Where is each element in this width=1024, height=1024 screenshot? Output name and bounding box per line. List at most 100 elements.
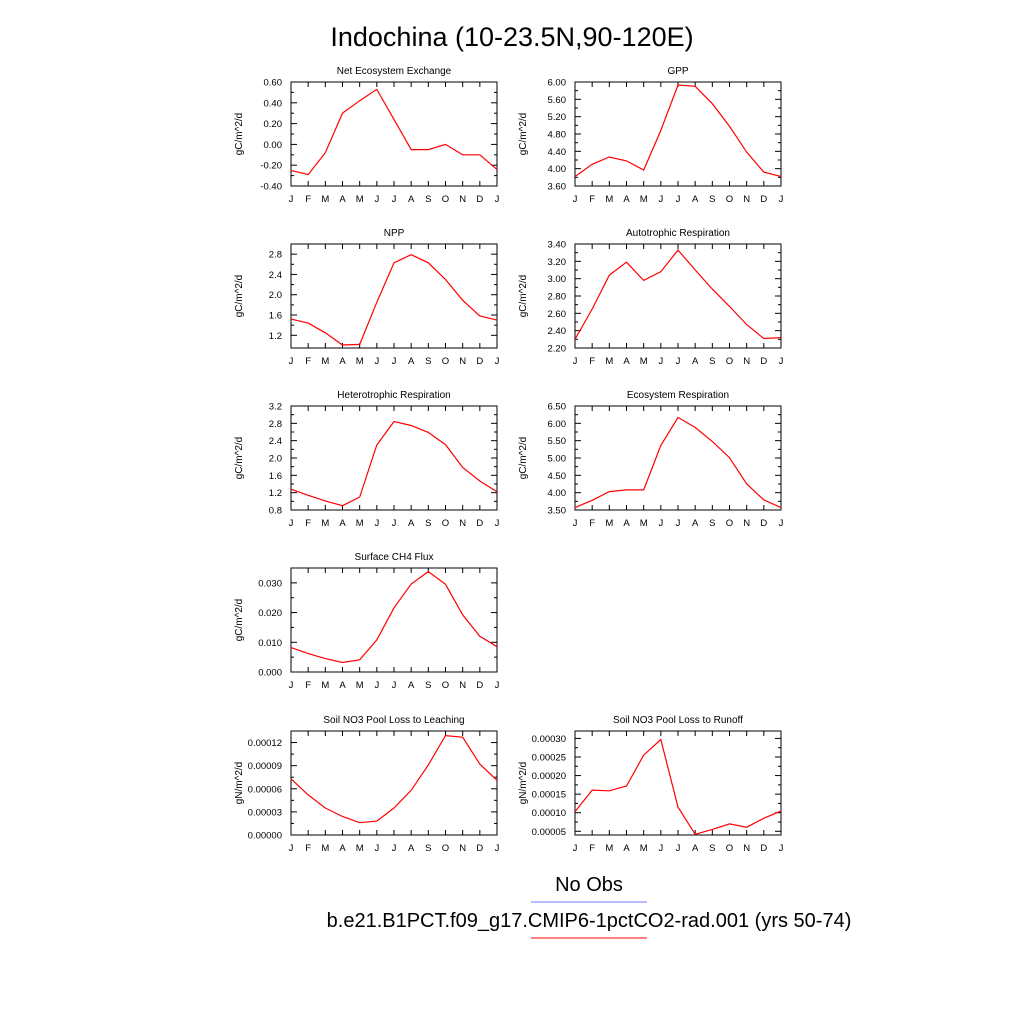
x-tick-label: O: [442, 518, 449, 529]
x-tick-label: J: [779, 194, 784, 205]
x-tick-label: J: [289, 680, 294, 691]
legend: No Obs b.e21.B1PCT.f09_g17.CMIP6-1pctCO2…: [327, 874, 852, 939]
x-tick-label: D: [476, 356, 483, 367]
x-tick-label: O: [442, 843, 449, 854]
y-tick-label: 3.40: [548, 240, 567, 251]
x-tick-label: O: [442, 356, 449, 367]
x-tick-label: J: [289, 194, 294, 205]
x-tick-label: M: [356, 194, 364, 205]
x-tick-label: A: [339, 518, 346, 529]
x-tick-label: N: [743, 518, 750, 529]
panel-title: GPP: [667, 66, 688, 77]
legend-model-label: b.e21.B1PCT.f09_g17.CMIP6-1pctCO2-rad.00…: [327, 910, 852, 932]
y-tick-label: 6.00: [548, 78, 567, 89]
x-tick-label: M: [356, 356, 364, 367]
x-tick-label: A: [692, 518, 699, 529]
x-tick-label: O: [726, 843, 733, 854]
panel-title: Net Ecosystem Exchange: [337, 66, 452, 77]
y-axis-label: gC/m^2/d: [518, 275, 529, 318]
x-tick-label: J: [573, 518, 578, 529]
y-tick-label: 3.2: [269, 402, 282, 413]
x-tick-label: J: [374, 680, 379, 691]
panel-title: Surface CH4 Flux: [355, 552, 434, 563]
x-tick-label: D: [760, 843, 767, 854]
y-axis-label: gN/m^2/d: [518, 762, 529, 805]
y-tick-label: 0.030: [258, 578, 282, 589]
x-tick-label: F: [589, 843, 595, 854]
x-tick-label: F: [305, 518, 311, 529]
y-tick-label: 0.00000: [248, 831, 282, 842]
x-tick-label: J: [779, 518, 784, 529]
x-tick-label: A: [339, 843, 346, 854]
x-tick-label: O: [442, 194, 449, 205]
x-tick-label: A: [408, 194, 415, 205]
legend-obs-label: No Obs: [555, 874, 623, 896]
x-tick-label: M: [605, 194, 613, 205]
y-axis-label: gC/m^2/d: [234, 437, 245, 480]
x-tick-label: A: [339, 680, 346, 691]
x-tick-label: J: [779, 356, 784, 367]
x-tick-label: D: [476, 680, 483, 691]
x-tick-label: A: [408, 843, 415, 854]
y-tick-label: 0.60: [264, 78, 283, 89]
y-axis-label: gC/m^2/d: [234, 599, 245, 642]
y-tick-label: 0.000: [258, 668, 282, 679]
plot-frame: [290, 730, 498, 836]
x-tick-label: J: [658, 518, 663, 529]
y-axis-label: gC/m^2/d: [234, 113, 245, 156]
x-tick-label: F: [305, 843, 311, 854]
y-tick-label: 4.50: [548, 471, 567, 482]
y-tick-label: 5.00: [548, 454, 567, 465]
x-tick-label: F: [589, 194, 595, 205]
y-tick-label: 2.8: [269, 250, 282, 261]
x-tick-label: J: [573, 356, 578, 367]
x-tick-label: O: [726, 518, 733, 529]
y-tick-label: 4.00: [548, 164, 567, 175]
x-tick-label: J: [676, 194, 681, 205]
y-axis-label: gC/m^2/d: [518, 113, 529, 156]
x-tick-label: M: [321, 680, 329, 691]
y-tick-label: 3.60: [548, 182, 567, 193]
series-line: [574, 249, 782, 340]
y-tick-label: 4.80: [548, 130, 567, 141]
y-tick-label: 2.20: [548, 344, 567, 355]
plot-frame: [290, 243, 498, 349]
plot-frame: [574, 81, 782, 187]
y-tick-label: 0.00020: [532, 771, 566, 782]
x-tick-label: S: [425, 194, 431, 205]
x-tick-label: A: [623, 843, 630, 854]
x-tick-label: D: [476, 518, 483, 529]
y-tick-label: 0.00009: [248, 761, 282, 772]
x-tick-label: M: [321, 356, 329, 367]
y-tick-label: -0.20: [260, 161, 282, 172]
x-tick-label: D: [760, 356, 767, 367]
x-tick-label: O: [726, 194, 733, 205]
y-tick-label: 4.00: [548, 488, 567, 499]
x-tick-label: F: [589, 518, 595, 529]
plot-frame: [574, 730, 782, 836]
y-tick-label: 0.020: [258, 608, 282, 619]
x-tick-label: M: [605, 356, 613, 367]
x-tick-label: J: [676, 518, 681, 529]
x-tick-label: M: [356, 518, 364, 529]
x-tick-label: S: [425, 843, 431, 854]
series-line: [290, 734, 498, 824]
x-tick-label: J: [392, 356, 397, 367]
y-tick-label: 5.20: [548, 112, 567, 123]
x-tick-label: F: [305, 680, 311, 691]
x-tick-label: F: [589, 356, 595, 367]
x-tick-label: J: [573, 194, 578, 205]
x-tick-label: D: [476, 194, 483, 205]
series-line: [290, 88, 498, 176]
y-tick-label: 2.0: [269, 454, 282, 465]
x-tick-label: M: [640, 194, 648, 205]
x-tick-label: O: [726, 356, 733, 367]
x-tick-label: F: [305, 194, 311, 205]
